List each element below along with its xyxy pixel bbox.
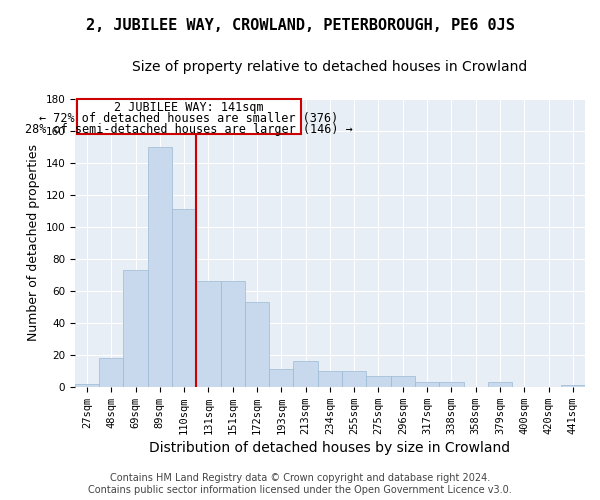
- Text: 2 JUBILEE WAY: 141sqm: 2 JUBILEE WAY: 141sqm: [114, 101, 264, 114]
- Bar: [148, 147, 172, 387]
- Bar: [439, 382, 464, 387]
- Y-axis label: Number of detached properties: Number of detached properties: [27, 144, 40, 342]
- Bar: [196, 281, 221, 387]
- Bar: [75, 384, 99, 387]
- Bar: [391, 376, 415, 387]
- Bar: [172, 209, 196, 387]
- Bar: [245, 302, 269, 387]
- Text: 28% of semi-detached houses are larger (146) →: 28% of semi-detached houses are larger (…: [25, 124, 353, 136]
- Bar: [488, 382, 512, 387]
- Bar: [99, 358, 124, 387]
- Bar: [318, 371, 342, 387]
- Title: Size of property relative to detached houses in Crowland: Size of property relative to detached ho…: [132, 60, 527, 74]
- Bar: [293, 361, 318, 387]
- FancyBboxPatch shape: [77, 99, 301, 134]
- Bar: [124, 270, 148, 387]
- Bar: [415, 382, 439, 387]
- X-axis label: Distribution of detached houses by size in Crowland: Distribution of detached houses by size …: [149, 441, 511, 455]
- Bar: [342, 371, 367, 387]
- Bar: [561, 385, 585, 387]
- Bar: [367, 376, 391, 387]
- Bar: [269, 369, 293, 387]
- Text: 2, JUBILEE WAY, CROWLAND, PETERBOROUGH, PE6 0JS: 2, JUBILEE WAY, CROWLAND, PETERBOROUGH, …: [86, 18, 514, 32]
- Bar: [221, 281, 245, 387]
- Text: ← 72% of detached houses are smaller (376): ← 72% of detached houses are smaller (37…: [40, 112, 338, 126]
- Text: Contains HM Land Registry data © Crown copyright and database right 2024.
Contai: Contains HM Land Registry data © Crown c…: [88, 474, 512, 495]
